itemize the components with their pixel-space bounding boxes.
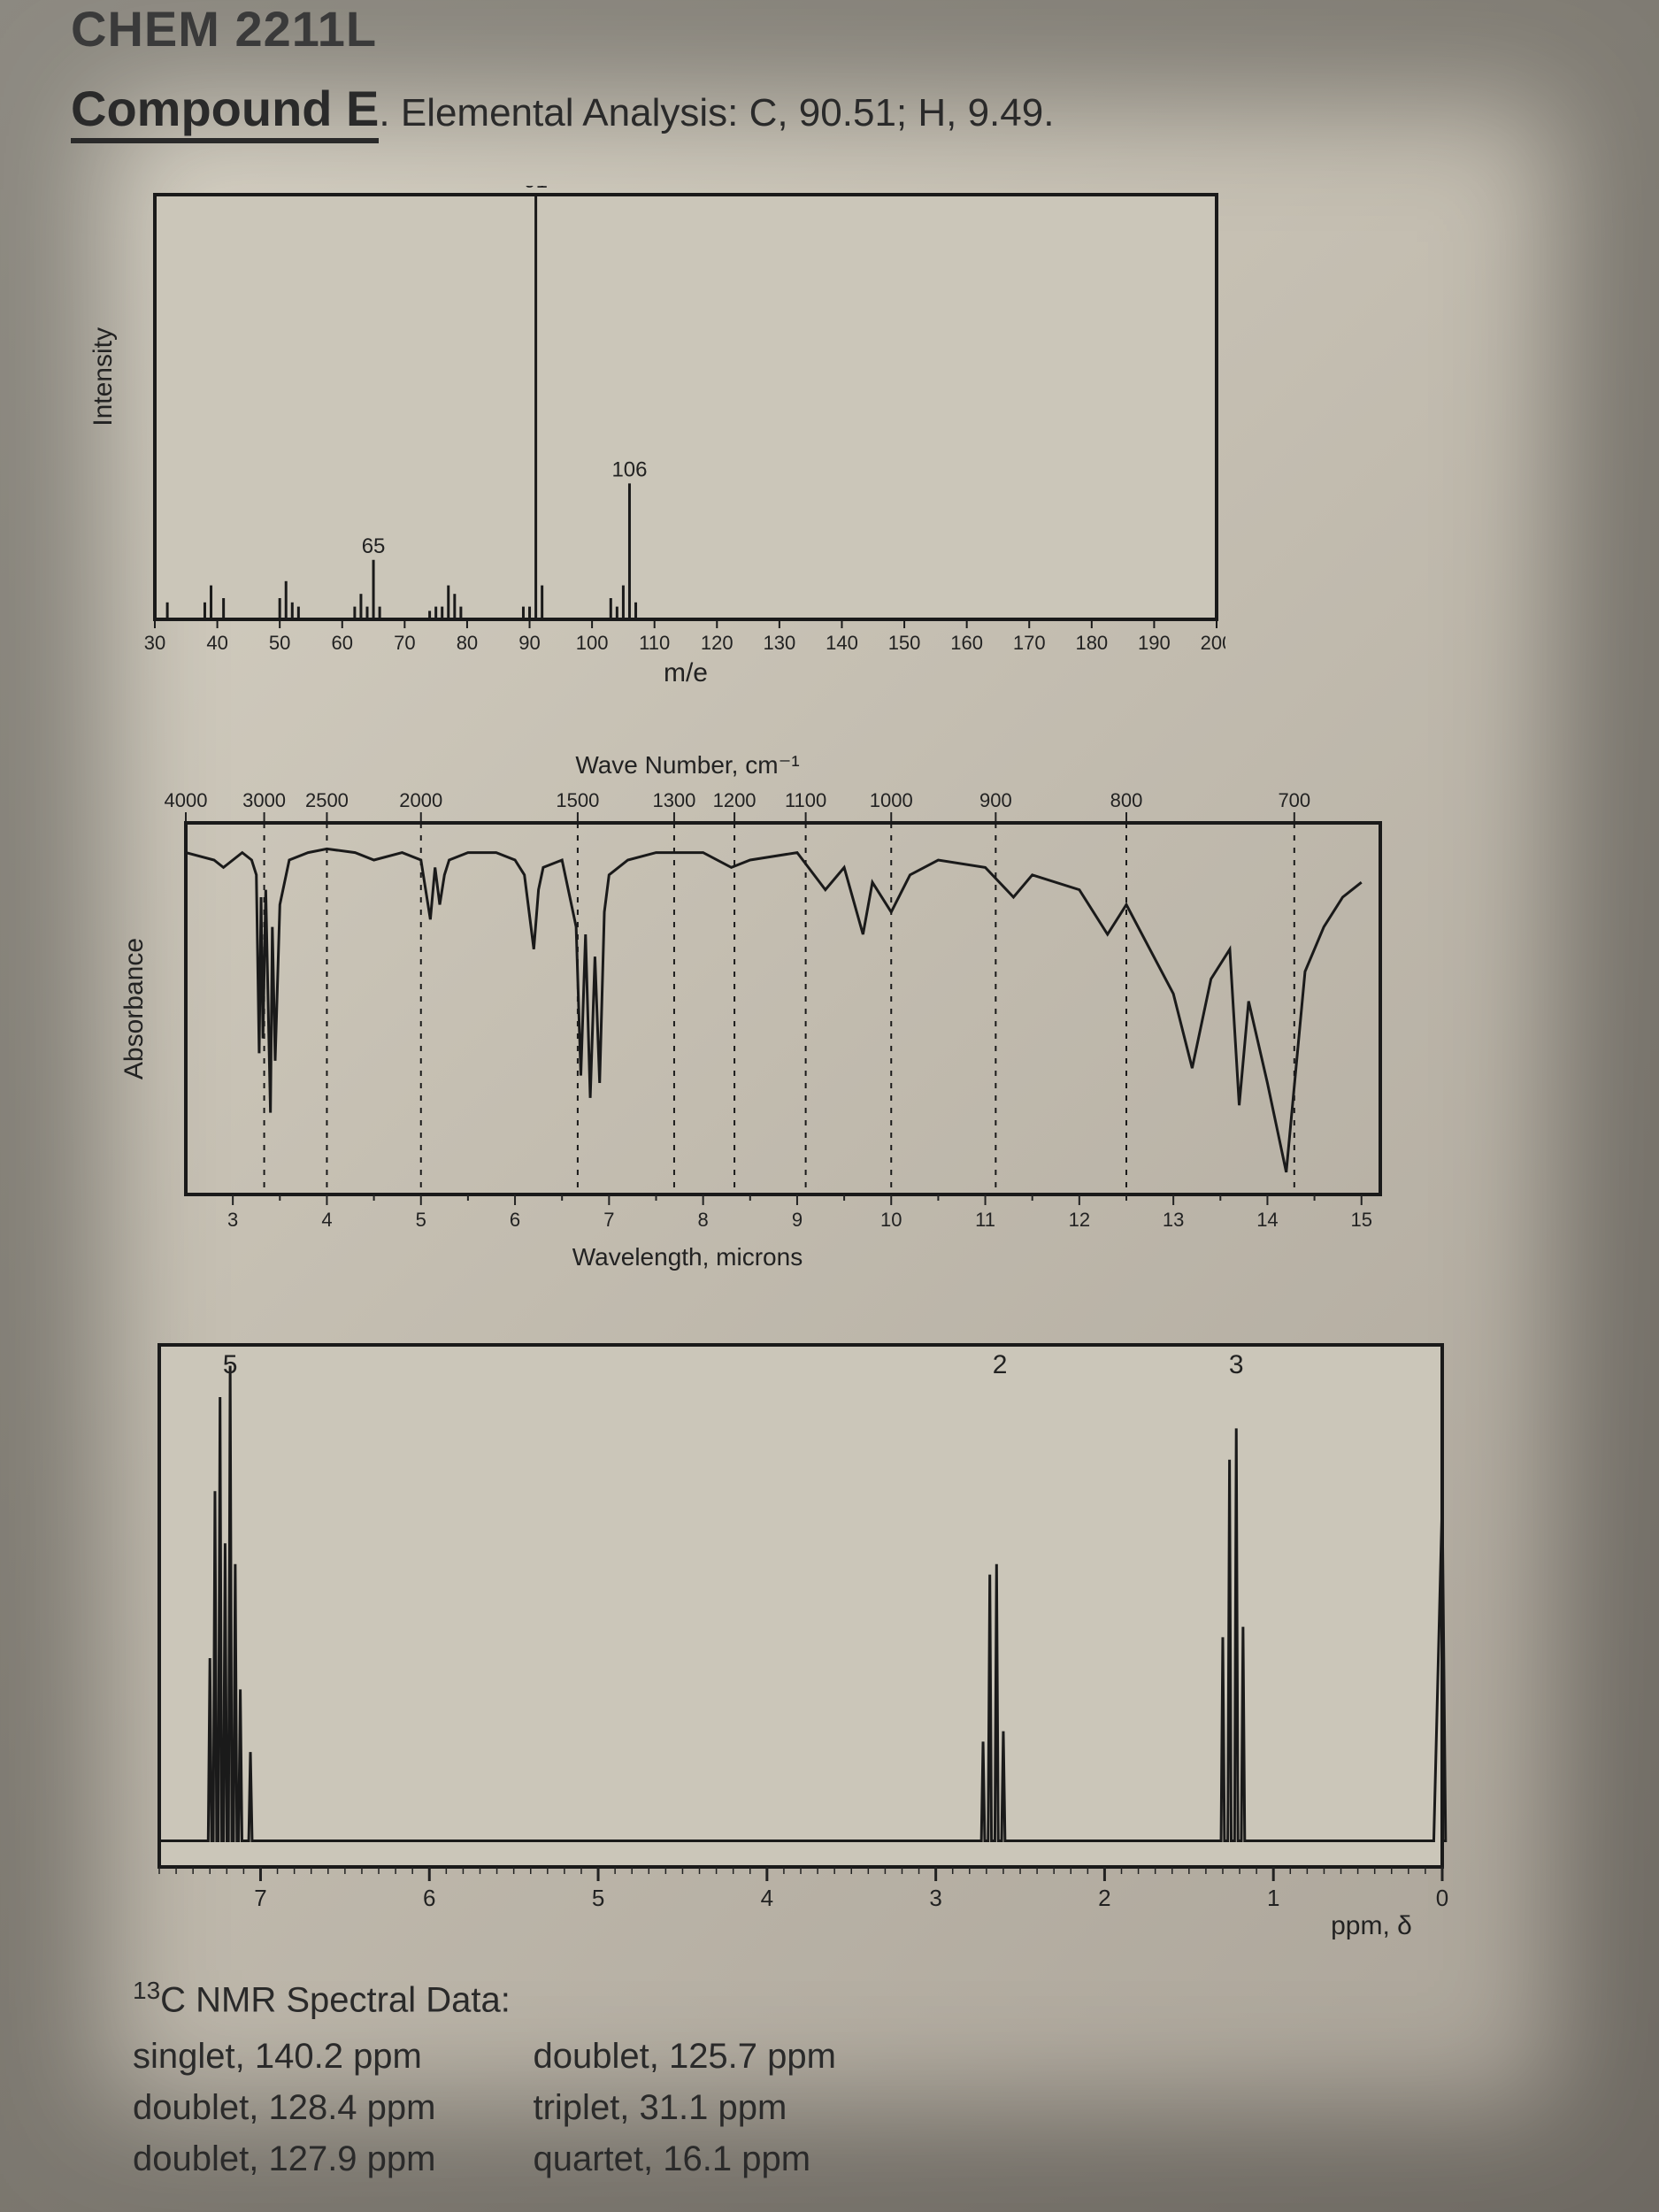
svg-text:140: 140 (826, 632, 858, 654)
c13-line: singlet, 140.2 ppm (133, 2031, 435, 2082)
svg-text:700: 700 (1278, 789, 1310, 811)
svg-text:10: 10 (880, 1209, 902, 1231)
svg-text:1200: 1200 (713, 789, 757, 811)
svg-text:65: 65 (362, 534, 386, 558)
svg-text:6: 6 (423, 1885, 435, 1911)
c13-line: doublet, 128.4 ppm (133, 2082, 435, 2133)
svg-text:5: 5 (592, 1885, 604, 1911)
svg-text:900: 900 (979, 789, 1012, 811)
svg-text:Wave Number, cm⁻¹: Wave Number, cm⁻¹ (575, 752, 799, 779)
svg-text:2: 2 (993, 1350, 1008, 1379)
svg-text:5: 5 (223, 1350, 238, 1379)
svg-text:40: 40 (206, 632, 227, 654)
c13-col2: doublet, 125.7 ppm triplet, 31.1 ppm qua… (533, 2031, 835, 2185)
svg-text:100: 100 (576, 632, 609, 654)
svg-text:180: 180 (1075, 632, 1108, 654)
svg-text:1100: 1100 (785, 789, 826, 811)
svg-text:ppm, δ: ppm, δ (1331, 1911, 1412, 1940)
mass-spectrum-y-label: Intensity (88, 327, 119, 426)
svg-text:4: 4 (761, 1885, 773, 1911)
c13-nmr-data: 13C NMR Spectral Data: singlet, 140.2 pp… (133, 1973, 836, 2185)
svg-text:3: 3 (929, 1885, 941, 1911)
svg-text:2: 2 (1098, 1885, 1110, 1911)
svg-text:6: 6 (510, 1209, 520, 1231)
c13-header: 13C NMR Spectral Data: (133, 1973, 836, 2025)
compound-label: Compound E (71, 81, 379, 143)
svg-text:120: 120 (701, 632, 733, 654)
elemental-analysis: . Elemental Analysis: C, 90.51; H, 9.49. (379, 91, 1054, 134)
svg-text:60: 60 (332, 632, 353, 654)
svg-text:0: 0 (1436, 1885, 1448, 1911)
svg-text:3000: 3000 (242, 789, 286, 811)
svg-text:m/e: m/e (664, 658, 708, 687)
ir-spectrum-chart: Wave Number, cm⁻¹ 4000 3000 2500 2000 1500 130… (159, 752, 1398, 1274)
svg-text:106: 106 (611, 457, 647, 481)
svg-text:9: 9 (792, 1209, 803, 1231)
svg-text:1000: 1000 (870, 789, 913, 811)
svg-text:5: 5 (416, 1209, 426, 1231)
svg-text:4: 4 (321, 1209, 332, 1231)
c13-col1: singlet, 140.2 ppm doublet, 128.4 ppm do… (133, 2031, 435, 2185)
svg-text:11: 11 (975, 1209, 995, 1231)
svg-text:13: 13 (1163, 1209, 1184, 1231)
svg-text:15: 15 (1350, 1209, 1371, 1231)
svg-text:1300: 1300 (652, 789, 695, 811)
svg-text:170: 170 (1013, 632, 1046, 654)
svg-text:8: 8 (698, 1209, 709, 1231)
svg-text:12: 12 (1069, 1209, 1090, 1231)
svg-text:800: 800 (1110, 789, 1143, 811)
svg-text:91: 91 (524, 186, 548, 193)
svg-text:80: 80 (457, 632, 478, 654)
svg-text:130: 130 (764, 632, 796, 654)
svg-text:30: 30 (144, 632, 165, 654)
c13-line: doublet, 127.9 ppm (133, 2133, 435, 2185)
c13-line: doublet, 125.7 ppm (533, 2031, 835, 2082)
svg-text:2000: 2000 (399, 789, 442, 811)
svg-text:90: 90 (518, 632, 540, 654)
mass-spectrum-chart: 30 40 50 60 70 80 90 100 110 120 130 140 150 160 170 18… (128, 186, 1225, 690)
page-title: Compound E. Elemental Analysis: C, 90.51… (71, 80, 1054, 137)
hnmr-spectrum-chart: 5 2 3 7 6 5 4 3 2 1 0 ppm, δ (133, 1327, 1460, 1947)
svg-text:2500: 2500 (305, 789, 349, 811)
svg-text:1: 1 (1267, 1885, 1279, 1911)
c13-line: triplet, 31.1 ppm (533, 2082, 835, 2133)
svg-text:7: 7 (254, 1885, 266, 1911)
svg-text:150: 150 (888, 632, 921, 654)
svg-text:Wavelength, microns: Wavelength, microns (572, 1243, 803, 1271)
svg-text:14: 14 (1256, 1209, 1278, 1231)
c13-line: quartet, 16.1 ppm (533, 2133, 835, 2185)
svg-text:190: 190 (1138, 632, 1171, 654)
svg-text:110: 110 (639, 632, 670, 654)
svg-text:7: 7 (603, 1209, 614, 1231)
ir-y-label: Absorbance (119, 938, 150, 1079)
page: CHEM 2211L Compound E. Elemental Analysi… (0, 0, 1659, 2212)
svg-text:4000: 4000 (165, 789, 208, 811)
svg-text:70: 70 (394, 632, 415, 654)
svg-text:3: 3 (227, 1209, 238, 1231)
svg-text:50: 50 (269, 632, 290, 654)
svg-text:200: 200 (1201, 632, 1225, 654)
course-code: CHEM 2211L (71, 0, 377, 58)
svg-text:160: 160 (950, 632, 983, 654)
svg-text:1500: 1500 (556, 789, 599, 811)
svg-text:3: 3 (1229, 1350, 1244, 1379)
